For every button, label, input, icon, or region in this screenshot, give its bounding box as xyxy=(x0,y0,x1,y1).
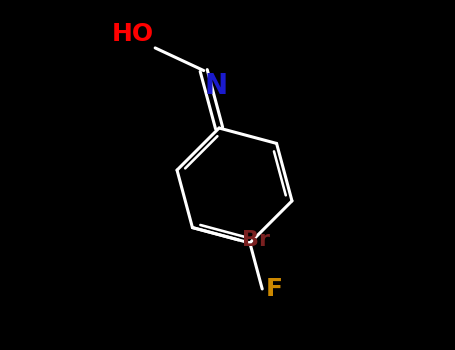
Text: F: F xyxy=(266,277,283,301)
Text: HO: HO xyxy=(111,22,153,46)
Text: Br: Br xyxy=(242,230,270,250)
Text: N: N xyxy=(204,72,228,100)
